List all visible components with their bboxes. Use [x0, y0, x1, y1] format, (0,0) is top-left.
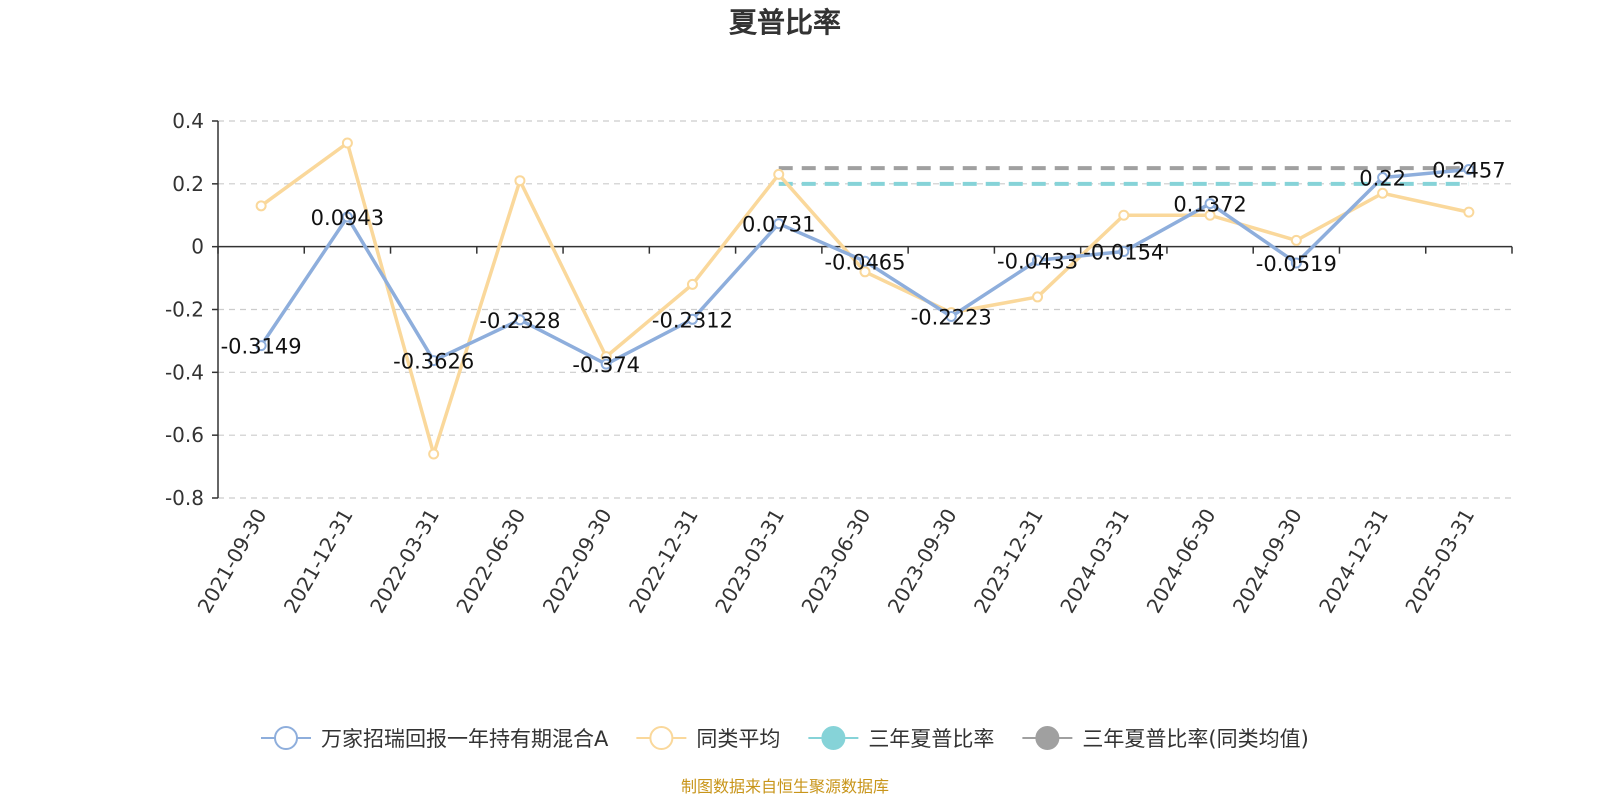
- x-tick-label: 2024-03-31: [1055, 505, 1134, 618]
- data-label: -0.0433: [997, 249, 1078, 273]
- fund-point: [1377, 172, 1389, 184]
- data-label: -0.2223: [911, 306, 992, 330]
- data-label: -0.374: [572, 353, 640, 377]
- peer-average-point: [773, 168, 785, 180]
- data-label: 0.22: [1359, 167, 1406, 191]
- x-tick-label: 2021-12-31: [279, 505, 358, 618]
- data-labels: -0.3149 0.0943 -0.3626-0.2328 -0.374 -0.2312…: [221, 158, 1506, 377]
- peer-average-point: [514, 175, 526, 187]
- legend-item[interactable]: 同类平均: [636, 726, 780, 751]
- fund-point: [945, 311, 957, 323]
- legend-item[interactable]: 万家招瑞回报一年持有期混合A: [261, 726, 609, 751]
- x-tick-label: 2024-09-30: [1228, 505, 1307, 618]
- source-note: 制图数据来自恒生聚源数据库: [681, 777, 889, 796]
- x-tick-label: 2023-06-30: [796, 505, 875, 618]
- fund-point: [1118, 246, 1130, 258]
- x-tick-label: 2022-12-31: [624, 505, 703, 618]
- data-label: -0.0154: [1083, 241, 1164, 265]
- chart-title: 夏普比率: [729, 6, 841, 39]
- fund-point: [255, 340, 267, 352]
- fund-point: [428, 355, 440, 367]
- data-label: 0.0943: [311, 206, 384, 230]
- legend-item[interactable]: 三年夏普比率: [808, 726, 994, 751]
- peer-average-point: [341, 137, 353, 149]
- legend-marker: [274, 726, 298, 750]
- fund-point: [1204, 198, 1216, 210]
- fund-point: [514, 314, 526, 326]
- data-label: -0.3149: [221, 335, 302, 359]
- x-tick-label: 2021-09-30: [193, 505, 272, 618]
- peer-average-point: [859, 266, 871, 278]
- y-tick-label: -0.6: [165, 423, 204, 447]
- x-tick-label: 2023-12-31: [969, 505, 1048, 618]
- peer-average-point: [255, 200, 267, 212]
- peer-average-point: [1377, 187, 1389, 199]
- x-tick-label: 2022-06-30: [451, 505, 530, 618]
- fund-point: [600, 358, 612, 370]
- peer-average-point: [1463, 206, 1475, 218]
- peer-average-point: [1290, 234, 1302, 246]
- y-tick-label: 0.2: [172, 172, 204, 196]
- peer-average-point: [428, 448, 440, 460]
- peer-average-line: [260, 141, 1470, 456]
- y-tick-label: -0.2: [165, 298, 204, 322]
- fund-point: [1290, 257, 1302, 269]
- fund-point: [859, 255, 871, 267]
- fund-point: [686, 313, 698, 325]
- y-tick-label: -0.4: [165, 360, 204, 384]
- legend-label: 同类平均: [696, 727, 780, 751]
- legend[interactable]: 万家招瑞回报一年持有期混合A 同类平均 三年夏普比率 三年夏普比率(同类均值): [261, 726, 1309, 751]
- data-label: 0.1372: [1173, 193, 1246, 217]
- fund-point: [773, 218, 785, 230]
- legend-item[interactable]: 三年夏普比率(同类均值): [1022, 726, 1309, 751]
- y-tick-label: 0.4: [172, 109, 204, 133]
- fund-point: [1032, 254, 1044, 266]
- peer-average-point: [1032, 291, 1044, 303]
- data-label: -0.2312: [652, 308, 733, 332]
- fund-point: [1463, 163, 1475, 175]
- y-tick-label: -0.8: [165, 486, 204, 510]
- x-tick-label: 2024-06-30: [1141, 505, 1220, 618]
- legend-marker: [1035, 726, 1060, 750]
- legend-label: 万家招瑞回报一年持有期混合A: [321, 727, 609, 751]
- legend-label: 三年夏普比率(同类均值): [1082, 727, 1308, 751]
- x-tick-label: 2023-09-30: [883, 504, 962, 617]
- x-tick-label: 2025-03-31: [1400, 505, 1479, 618]
- data-label: 0.2457: [1432, 158, 1505, 182]
- x-tick-label: 2022-09-30: [538, 505, 617, 618]
- peer-average-point: [1118, 209, 1130, 221]
- x-tick-label: 2024-12-31: [1314, 505, 1393, 618]
- data-label: -0.0519: [1256, 252, 1337, 276]
- data-label: -0.3626: [393, 350, 474, 374]
- legend-label: 三年夏普比率: [868, 727, 994, 751]
- peer-average-point: [1204, 209, 1216, 221]
- data-label: -0.0465: [824, 250, 905, 274]
- series-lines: [255, 137, 1475, 460]
- legend-marker: [649, 726, 674, 750]
- x-tick-label: 2022-03-31: [365, 504, 444, 617]
- data-label: -0.2328: [479, 309, 560, 333]
- grid-lines: [218, 120, 1512, 499]
- y-tick-label: 0: [191, 235, 204, 259]
- peer-average-point: [686, 278, 698, 290]
- fund-point: [341, 211, 353, 223]
- x-tick-label: 2023-03-31: [710, 505, 789, 618]
- legend-marker: [821, 726, 846, 750]
- data-label: 0.0731: [742, 213, 815, 237]
